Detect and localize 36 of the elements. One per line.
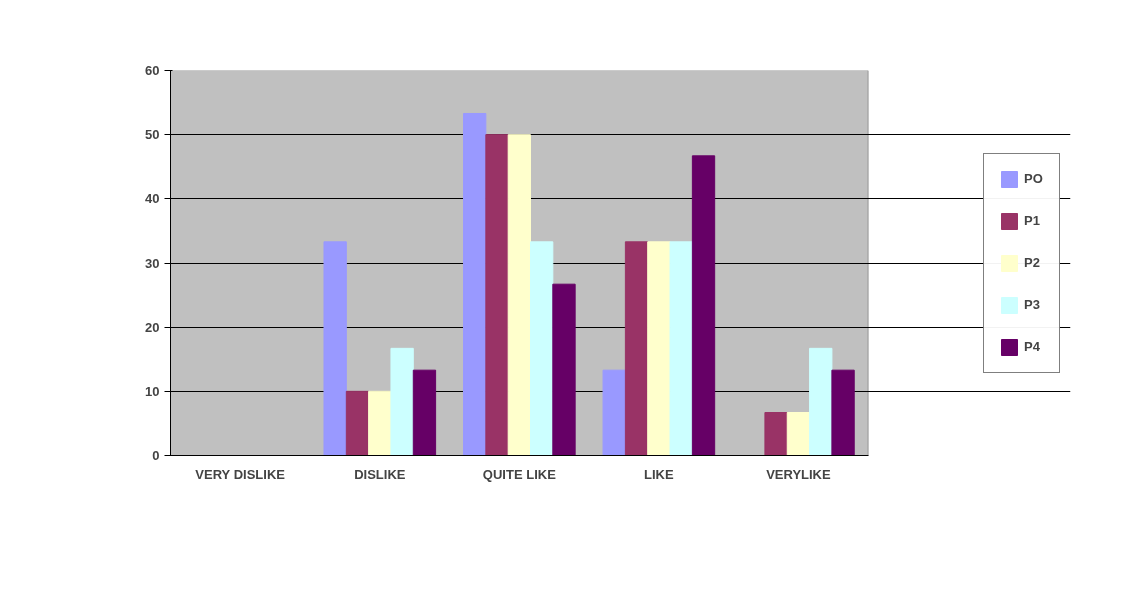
bar [552,283,576,456]
bar [809,347,833,456]
legend-label: P2 [1024,255,1041,270]
bar [624,241,649,456]
bar [485,134,509,456]
bar [786,412,811,456]
bar [463,112,487,456]
bar [831,369,855,456]
bar [669,241,693,456]
bar [764,412,788,456]
y-tick-label: 60 [145,63,160,78]
bar [390,347,414,456]
bar [530,241,554,456]
legend-label: P4 [1024,339,1041,354]
legend-label: P1 [1024,213,1041,228]
x-tick-label: VERYLIKE [766,466,831,482]
legend-label: PO [1024,171,1044,186]
legend-label: P3 [1024,297,1041,312]
x-tick-label: QUITE LIKE [482,466,557,482]
bar [412,369,437,456]
bar [323,241,347,456]
bar [691,155,716,456]
y-tick-label: 40 [145,191,160,207]
y-tick-label: 0 [152,448,160,463]
bar [602,369,626,456]
x-tick-label: DISLIKE [354,466,406,482]
y-tick-label: 10 [145,383,160,399]
y-tick-label: 50 [145,127,160,143]
y-tick-label: 20 [145,319,160,335]
x-tick-label: LIKE [644,466,675,482]
y-tick-label: 30 [145,255,160,271]
bar [647,241,671,456]
bar [345,390,370,456]
bar [507,134,531,456]
x-tick-label: VERY DISLIKE [195,466,286,482]
bar [368,390,392,456]
